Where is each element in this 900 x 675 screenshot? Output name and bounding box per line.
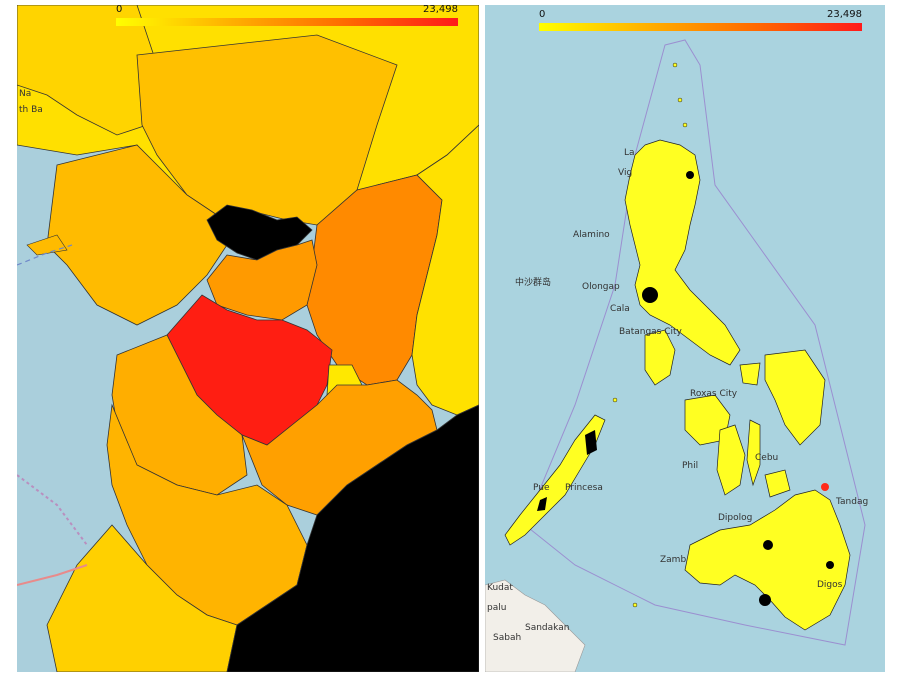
left-color-legend: 0 23,498	[116, 5, 458, 27]
place-label-north-bay: th Ba	[19, 105, 43, 115]
legend-max-label: 23,498	[423, 5, 458, 15]
masbate-island[interactable]	[739, 362, 761, 386]
philippines-map[interactable]: La Vig Alamino 中沙群岛 Olongap Cala Batanga…	[485, 5, 885, 672]
place-label-roxas: Roxas City	[690, 389, 738, 399]
place-label-kudat: Kudat	[487, 583, 513, 593]
borneo-land	[485, 579, 586, 672]
no-data-palawan-south[interactable]	[537, 497, 547, 511]
region-west[interactable]	[46, 144, 228, 326]
eez-boundary	[524, 39, 866, 646]
right-color-legend: 0 23,498	[539, 9, 862, 32]
place-label-digos: Digos	[817, 580, 843, 590]
luzon-island[interactable]	[624, 139, 741, 366]
place-label-puerto-princesa-2: Princesa	[565, 483, 603, 493]
islet-1	[672, 62, 678, 68]
place-label-cebu: Cebu	[755, 453, 779, 463]
no-data-luzon-north[interactable]	[686, 171, 694, 179]
legend-min-label: 0	[116, 5, 123, 15]
region-south-yellow[interactable]	[46, 524, 238, 672]
mindoro-island[interactable]	[644, 329, 676, 386]
hotspot-red[interactable]	[821, 483, 829, 491]
islet-5	[632, 602, 638, 608]
region-no-data-north[interactable]	[206, 204, 313, 261]
metro-manila-map-svg	[17, 5, 479, 672]
place-label-calapan: Cala	[610, 304, 630, 314]
place-label-zamboanga: Zamb	[660, 555, 687, 565]
philippines-map-svg	[485, 39, 866, 672]
place-label-laoag: La	[624, 148, 635, 158]
legend-min-label: 0	[539, 9, 546, 20]
negros-island[interactable]	[716, 424, 746, 496]
place-label-na: Na	[19, 89, 32, 99]
road-line	[17, 564, 88, 586]
place-label-dipolog: Dipolog	[718, 513, 753, 523]
region-no-data-southeast[interactable]	[226, 404, 479, 672]
no-data-mindanao-west[interactable]	[763, 540, 773, 550]
legend-color-ramp	[539, 23, 862, 31]
islet-2	[677, 97, 683, 103]
region-east-yellow[interactable]	[411, 124, 479, 416]
place-label-spratly: 中沙群岛	[515, 278, 552, 288]
place-label-puerto-princesa-1: Pue	[533, 483, 550, 493]
place-label-sandakan: Sandakan	[525, 623, 570, 633]
place-label-olongapo: Olongap	[582, 282, 620, 292]
place-label-philippines: Phil	[682, 461, 699, 471]
metro-manila-map[interactable]: Na th Ba 0 23,498	[17, 5, 479, 672]
no-data-mindanao-east[interactable]	[826, 561, 834, 569]
region-south-center[interactable]	[241, 379, 438, 516]
boundary-line	[17, 474, 88, 546]
place-label-tandag: Tandag	[836, 497, 869, 507]
islet-4	[612, 397, 618, 403]
shipping-lane	[17, 244, 73, 266]
coast-pier	[26, 234, 68, 256]
no-data-manila[interactable]	[642, 287, 658, 303]
islet-3	[682, 122, 688, 128]
place-label-vigan: Vig	[618, 168, 633, 178]
region-middle-orange[interactable]	[206, 239, 318, 321]
cebu-island[interactable]	[746, 419, 761, 487]
place-label-batangas: Batangas City	[619, 327, 682, 337]
no-data-mindanao-south[interactable]	[759, 594, 771, 606]
bohol-island[interactable]	[764, 469, 791, 498]
mindanao-island[interactable]	[684, 489, 851, 631]
place-label-kota: palu	[487, 603, 507, 613]
legend-color-ramp	[116, 18, 458, 26]
legend-max-label: 23,498	[827, 9, 862, 20]
place-label-alaminos: Alamino	[573, 230, 610, 240]
no-data-palawan[interactable]	[585, 430, 597, 455]
leyte-samar-island[interactable]	[764, 349, 826, 446]
place-label-sabah: Sabah	[493, 633, 522, 643]
